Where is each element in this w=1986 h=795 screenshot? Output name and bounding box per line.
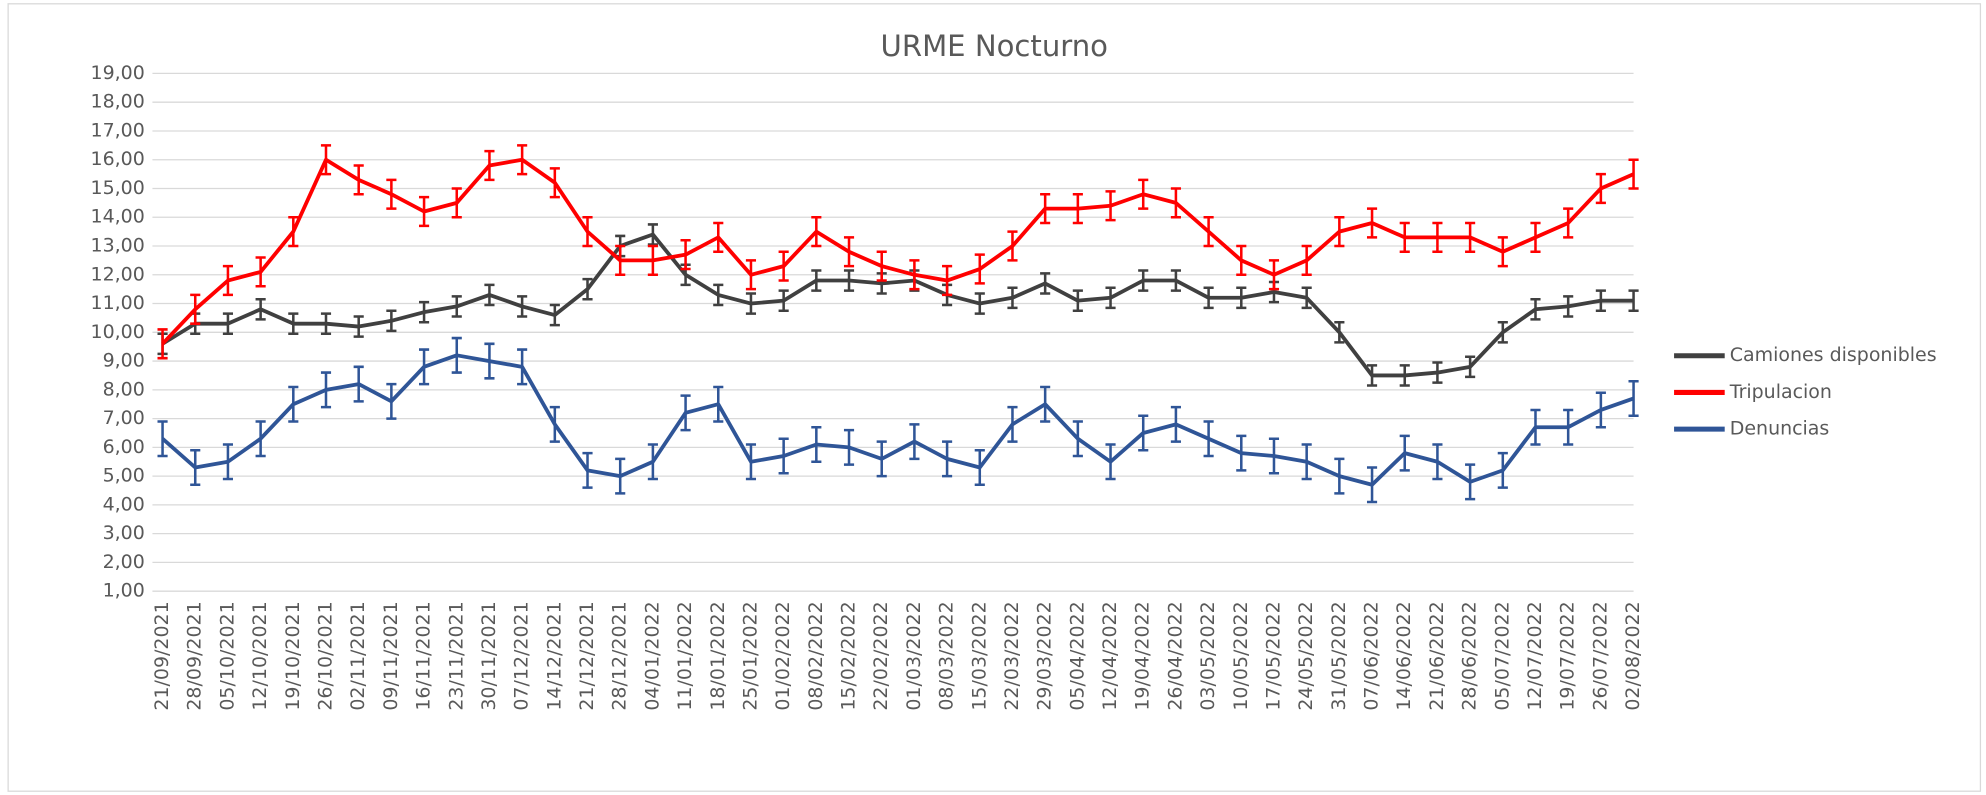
x-tick-label: 14/06/2022 (1393, 601, 1415, 710)
x-tick-label: 12/10/2021 (249, 601, 271, 710)
x-tick-label: 05/10/2021 (216, 601, 238, 710)
x-tick-label: 03/05/2022 (1197, 601, 1219, 710)
x-tick-label: 08/03/2022 (936, 601, 958, 710)
x-tick-label: 28/12/2021 (609, 601, 631, 710)
x-tick-label: 05/04/2022 (1066, 601, 1088, 710)
y-tick-label: 12,00 (91, 263, 145, 285)
x-tick-label: 09/11/2021 (380, 601, 402, 710)
x-tick-label: 21/09/2021 (151, 601, 173, 710)
x-tick-label: 15/02/2022 (838, 601, 860, 710)
legend-label: Denuncias (1730, 418, 1830, 440)
x-tick-label: 26/04/2022 (1164, 601, 1186, 710)
legend-label: Tripulacion (1729, 381, 1832, 403)
x-tick-label: 01/02/2022 (772, 601, 794, 710)
y-tick-label: 10,00 (91, 321, 145, 343)
x-tick-label: 04/01/2022 (641, 601, 663, 710)
x-tick-label: 25/01/2022 (739, 601, 761, 710)
x-tick-label: 19/10/2021 (282, 601, 304, 710)
x-tick-label: 22/03/2022 (1001, 601, 1023, 710)
y-tick-label: 16,00 (91, 148, 145, 170)
x-tick-label: 01/03/2022 (903, 601, 925, 710)
x-tick-label: 26/07/2022 (1589, 601, 1611, 710)
x-tick-label: 21/12/2021 (576, 601, 598, 710)
y-tick-label: 2,00 (103, 551, 145, 573)
series-line (161, 353, 1635, 487)
y-tick-label: 6,00 (103, 436, 145, 458)
series-line (161, 232, 1634, 378)
x-tick-label: 12/04/2022 (1099, 601, 1121, 710)
x-tick-label: 14/12/2021 (543, 601, 565, 710)
x-tick-label: 26/10/2021 (314, 601, 336, 710)
x-tick-label: 24/05/2022 (1295, 601, 1317, 710)
y-tick-label: 14,00 (91, 206, 145, 228)
y-tick-label: 4,00 (103, 493, 145, 515)
x-tick-label: 11/01/2022 (674, 601, 696, 710)
x-tick-label: 28/09/2021 (184, 601, 206, 710)
legend-label: Camiones disponibles (1730, 344, 1937, 366)
x-tick-label: 05/07/2022 (1491, 601, 1513, 710)
x-tick-label: 07/06/2022 (1361, 601, 1383, 710)
x-tick-label: 19/04/2022 (1132, 601, 1154, 710)
x-tick-label: 02/11/2021 (347, 601, 369, 710)
y-tick-label: 7,00 (103, 407, 145, 429)
x-tick-label: 16/11/2021 (413, 601, 435, 710)
x-tick-label: 10/05/2022 (1230, 601, 1252, 710)
x-tick-label: 30/11/2021 (478, 601, 500, 710)
y-tick-label: 18,00 (91, 91, 145, 113)
y-tick-label: 19,00 (91, 62, 145, 84)
x-tick-label: 19/07/2022 (1557, 601, 1579, 710)
y-tick-label: 8,00 (103, 378, 145, 400)
x-tick-label: 12/07/2022 (1524, 601, 1546, 710)
x-tick-label: 18/01/2022 (707, 601, 729, 710)
x-tick-label: 28/06/2022 (1459, 601, 1481, 710)
x-tick-label: 21/06/2022 (1426, 601, 1448, 710)
x-tick-label: 23/11/2021 (445, 601, 467, 710)
x-tick-label: 31/05/2022 (1328, 601, 1350, 710)
y-tick-label: 17,00 (91, 119, 145, 141)
x-tick-label: 17/05/2022 (1262, 601, 1284, 710)
chart-border (7, 3, 1982, 792)
x-tick-label: 22/02/2022 (870, 601, 892, 710)
y-tick-label: 3,00 (103, 522, 145, 544)
x-tick-label: 07/12/2021 (511, 601, 533, 710)
chart-title: URME Nocturno (881, 29, 1108, 63)
error-bar (157, 328, 168, 360)
y-tick-label: 5,00 (103, 465, 145, 487)
y-tick-label: 1,00 (103, 580, 145, 602)
x-tick-label: 02/08/2022 (1622, 601, 1644, 710)
x-tick-label: 08/02/2022 (805, 601, 827, 710)
x-tick-label: 29/03/2022 (1034, 601, 1056, 710)
y-tick-label: 11,00 (91, 292, 145, 314)
error-bar (1628, 379, 1639, 417)
y-tick-label: 15,00 (91, 177, 145, 199)
y-tick-label: 9,00 (103, 350, 145, 372)
y-tick-label: 13,00 (91, 235, 145, 257)
series-line (161, 157, 1635, 346)
x-tick-label: 15/03/2022 (968, 601, 990, 710)
